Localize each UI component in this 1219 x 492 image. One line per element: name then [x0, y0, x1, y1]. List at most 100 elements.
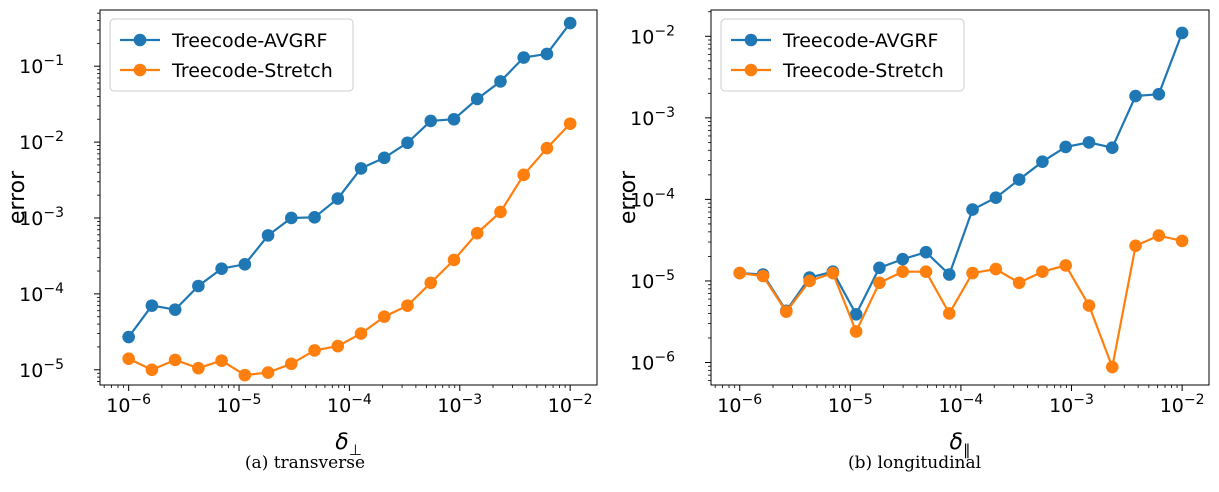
x-tick-label: 10−2	[1160, 392, 1205, 417]
data-point	[215, 262, 228, 275]
legend-label: Treecode-Stretch	[171, 60, 333, 82]
data-point	[896, 265, 910, 278]
data-point	[517, 168, 531, 182]
data-point	[849, 308, 863, 321]
data-point	[424, 276, 438, 290]
data-point	[873, 276, 886, 290]
data-point	[1082, 136, 1096, 149]
data-point	[826, 266, 840, 280]
data-point	[261, 366, 275, 379]
data-point	[540, 47, 554, 61]
data-point	[331, 339, 345, 353]
data-point	[942, 268, 956, 281]
data-point	[122, 330, 135, 344]
transverse-error-chart: 10−6 10−5 10−4 10−3 10−210−510−410−310−210−1…	[5, 9, 598, 459]
x-tick-label: 10−6	[106, 392, 151, 417]
data-point	[145, 363, 159, 377]
y-tick-label: 10−1	[19, 53, 64, 78]
y-tick-label: 10−6	[630, 350, 675, 375]
data-point	[919, 245, 933, 259]
data-point	[1012, 276, 1026, 290]
data-point	[1175, 234, 1189, 248]
caption-transverse: (a) transverse	[244, 453, 366, 473]
x-tick-label: 10−5	[828, 392, 873, 417]
data-point	[1059, 259, 1072, 272]
data-point	[942, 307, 956, 320]
legend-swatch-marker	[744, 33, 758, 47]
y-tick-label: 10−5	[630, 268, 675, 293]
data-point	[896, 252, 910, 266]
data-point	[447, 112, 461, 126]
data-point	[1152, 229, 1166, 242]
x-tick-label: 10−3	[437, 392, 482, 417]
legend-swatch-marker	[133, 33, 147, 47]
longitudinal-error-chart: 10−6 10−5 10−4 10−3 10−210−610−510−410−310−2…	[616, 9, 1210, 459]
y-tick-label: 10−5	[19, 357, 64, 382]
data-point	[285, 357, 298, 371]
data-point	[447, 253, 461, 267]
series-treecode-stretch	[122, 117, 577, 382]
data-point	[308, 344, 321, 357]
data-point	[494, 75, 507, 88]
y-tick-label: 10−2	[19, 129, 64, 154]
data-point	[873, 261, 886, 275]
data-point	[540, 141, 554, 155]
data-point	[517, 51, 531, 64]
x-tick-label: 10−6	[717, 392, 762, 417]
data-point	[733, 266, 747, 280]
data-point	[1152, 87, 1166, 101]
data-point	[122, 352, 135, 365]
x-tick-label: 10−4	[327, 392, 372, 417]
data-point	[989, 191, 1003, 204]
legend-swatch-marker	[133, 63, 147, 77]
data-point	[401, 299, 414, 312]
caption-longitudinal: (b) longitudinal	[847, 453, 982, 473]
data-point	[354, 327, 368, 340]
legend: Treecode-AVGRF Treecode-Stretch	[109, 18, 354, 92]
data-point	[192, 279, 205, 293]
data-point	[803, 274, 816, 288]
data-point	[919, 265, 933, 278]
plot-frame	[710, 9, 1210, 386]
chart-panel-longitudinal: 10−6 10−5 10−4 10−3 10−2 10−6 10−5 10−4 10−3 10−2…	[610, 0, 1219, 492]
data-point	[966, 266, 979, 280]
data-point	[424, 114, 438, 128]
data-point	[145, 299, 159, 312]
data-point	[849, 325, 863, 338]
data-point	[168, 303, 182, 316]
y-axis-label: error	[616, 170, 641, 224]
data-point	[779, 305, 793, 318]
data-point	[1129, 239, 1142, 253]
data-point	[563, 16, 577, 30]
y-axis-label: error	[5, 170, 30, 224]
data-point	[354, 162, 368, 175]
chart-panel-transverse: 10−6 10−5 10−4 10−3 10−2 10−5 10−4 10−3 10−2 10−1…	[5, 9, 598, 473]
y-tick-label: 10−4	[19, 281, 64, 306]
data-point	[470, 92, 484, 106]
data-point	[989, 262, 1003, 276]
y-tick-label: 10−3	[630, 105, 675, 130]
legend-label: Treecode-AVGRF	[171, 30, 327, 52]
data-point	[401, 136, 414, 150]
data-point	[215, 354, 228, 367]
series-treecode-stretch	[733, 229, 1189, 374]
y-tick-label: 10−2	[630, 23, 675, 48]
data-point	[168, 353, 182, 367]
x-tick-label: 10−4	[939, 392, 984, 417]
data-point	[308, 211, 321, 224]
data-point	[1082, 299, 1096, 312]
legend-box	[720, 18, 965, 92]
series-line	[128, 122, 571, 377]
legend-label: Treecode-Stretch	[782, 60, 944, 82]
data-point	[1129, 89, 1142, 103]
data-point	[1105, 360, 1119, 374]
data-point	[1036, 265, 1049, 278]
data-point	[377, 310, 391, 324]
x-tick-label: 10−2	[548, 392, 593, 417]
data-point	[238, 368, 252, 382]
data-point	[756, 269, 770, 283]
data-point	[966, 203, 979, 216]
data-point	[192, 361, 205, 375]
data-point	[563, 117, 577, 130]
series-line	[739, 234, 1183, 372]
